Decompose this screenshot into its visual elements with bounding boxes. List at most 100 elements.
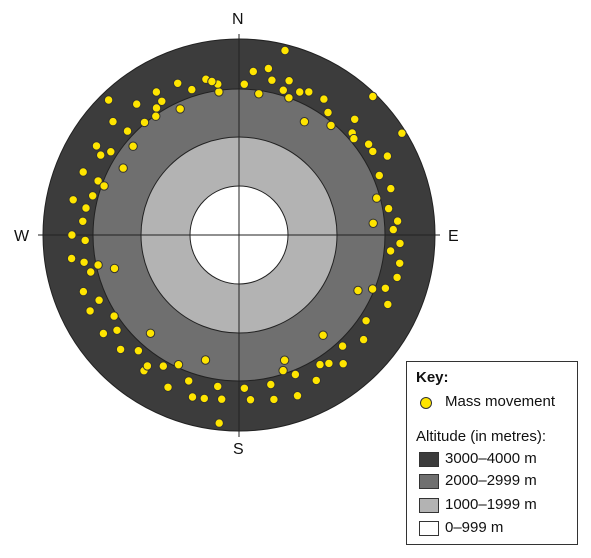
mass-movement-point — [78, 286, 89, 297]
mass-movement-point — [367, 284, 378, 294]
mass-movement-point — [103, 95, 114, 105]
mass-movement-point — [392, 216, 403, 226]
mass-movement-point — [133, 346, 144, 356]
mass-movement-point — [278, 365, 288, 376]
mass-movement-point — [337, 341, 348, 351]
mass-movement-point — [66, 253, 77, 264]
mass-movement-point — [99, 181, 109, 191]
label-2000-2999: 2000–2999 m — [445, 472, 537, 489]
mass-movement-point — [112, 325, 122, 335]
mass-movement-point — [315, 359, 325, 370]
swatch-2000-2999 — [419, 474, 439, 489]
mass-movement-point — [323, 107, 333, 118]
mass-movement-point — [361, 316, 371, 326]
mass-movement-point — [279, 355, 290, 365]
mass-movement-point — [91, 141, 102, 151]
mass-movement-point — [349, 133, 359, 144]
mass-movement-point — [132, 99, 142, 109]
mass-movement-point — [363, 139, 374, 149]
mass-movement-point — [254, 89, 264, 99]
mass-movement-point — [96, 150, 106, 160]
mass-movement-point — [239, 383, 250, 393]
mass-movement-point — [385, 246, 396, 256]
mass-movement-point — [358, 334, 369, 345]
mass-movement-point — [139, 117, 150, 128]
mass-movement-point — [269, 394, 279, 405]
mass-movement-point — [151, 87, 162, 97]
mass-movement-point — [81, 203, 91, 213]
swatch-1000-1999 — [419, 498, 439, 513]
mass-movement-point — [380, 283, 391, 293]
mass-movement-point — [173, 78, 183, 89]
mass-movement-point — [388, 224, 398, 235]
mass-movement-point — [383, 299, 393, 310]
mass-movement-point — [128, 141, 138, 151]
mass-movement-point — [78, 216, 88, 227]
mass-movement-point — [319, 94, 329, 104]
mass-movement-point — [93, 260, 103, 270]
mass-movement-point — [109, 263, 120, 274]
mass-movement-point — [122, 126, 133, 136]
mass-movement-point — [386, 183, 396, 194]
swatch-3000-4000 — [419, 452, 439, 467]
mass-movement-point — [326, 120, 336, 131]
mass-movement-point — [213, 381, 223, 392]
mass-movement-point — [163, 382, 173, 392]
mass-movement-point — [280, 45, 290, 56]
mass-movement-point — [200, 355, 211, 365]
mass-movement-point — [278, 85, 288, 95]
compass-south: S — [233, 441, 244, 458]
mass-movement-point — [324, 358, 334, 369]
mass-movement-point — [368, 218, 378, 229]
mass-movement-point — [214, 418, 224, 428]
compass-west: W — [14, 228, 30, 245]
mass-movement-point — [239, 79, 250, 89]
altitude-title: Altitude (in metres): — [416, 428, 547, 445]
mass-movement-point — [151, 111, 161, 121]
compass-north: N — [232, 11, 244, 28]
mass-movement-point — [79, 257, 89, 267]
mass-movement-label: Mass movement — [445, 393, 556, 410]
label-1000-1999: 1000–1999 m — [445, 496, 537, 513]
mass-movement-point — [118, 163, 128, 173]
mass-movement-point — [338, 359, 348, 369]
mass-movement-point — [187, 392, 198, 402]
mass-movement-point — [292, 391, 303, 401]
mass-movement-point — [217, 394, 227, 404]
mass-movement-point — [263, 63, 274, 74]
mass-movement-point — [395, 238, 405, 249]
label-3000-4000: 3000–4000 m — [445, 450, 537, 467]
mass-movement-point — [158, 361, 169, 371]
mass-movement-point — [397, 128, 407, 138]
mass-movement-point — [214, 87, 224, 97]
mass-movement-point — [115, 344, 126, 355]
mass-movement-point — [248, 66, 259, 77]
mass-movement-point — [98, 328, 109, 339]
mass-movement-point — [284, 76, 294, 86]
mass-movement-point — [368, 146, 378, 157]
label-0-999: 0–999 m — [445, 519, 504, 536]
mass-movement-point — [85, 306, 95, 316]
mass-movement-point — [67, 230, 77, 240]
mass-movement-points — [66, 45, 407, 428]
mass-movement-point — [106, 147, 116, 157]
mass-movement-point — [372, 193, 382, 203]
legend-key: Key: Mass movement Altitude (in metres):… — [406, 361, 578, 545]
mass-movement-point — [311, 375, 321, 386]
mass-movement-point — [157, 96, 167, 107]
mass-movement-point — [88, 191, 98, 201]
mass-movement-point — [382, 151, 393, 161]
mass-movement-point — [80, 235, 90, 246]
mass-movement-point — [304, 87, 314, 97]
mass-movement-point — [187, 84, 197, 95]
mass-movement-point — [295, 87, 305, 97]
mass-movement-point — [173, 360, 184, 370]
mass-movement-point — [93, 176, 103, 186]
mass-movement-point — [284, 93, 294, 103]
mass-movement-point — [175, 104, 185, 114]
mass-movement-point — [353, 285, 363, 296]
mass-movement-point — [267, 75, 277, 85]
mass-movement-point — [392, 272, 402, 283]
mass-movement-point — [368, 91, 378, 102]
